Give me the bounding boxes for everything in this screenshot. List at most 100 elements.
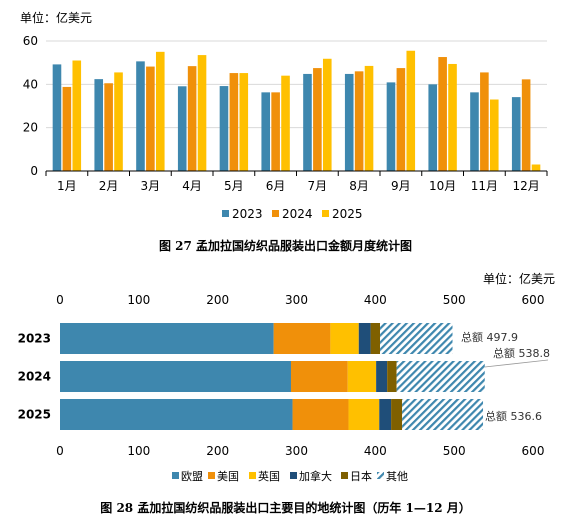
total-label: 总额 497.9 [461,330,518,344]
bar-2024-5月 [229,73,239,171]
legend-swatch [322,210,329,217]
x-tick-label: 12月 [512,179,539,193]
segment-日本-2025 [391,399,403,430]
bar-2025-12月 [531,164,541,171]
x-tick-label: 5月 [224,179,244,193]
bar-2024-2月 [104,83,113,171]
segment-英国-2025 [348,399,380,430]
legend-label: 2023 [232,207,263,221]
bar-2023-4月 [177,86,187,171]
legend-label: 美国 [217,470,239,483]
legend-label: 2024 [282,207,313,221]
segment-加拿大-2025 [379,399,392,430]
x-tick-label: 9月 [391,179,411,193]
total-label: 总额 538.8 [493,346,550,360]
chart2-unit-label: 单位：亿美元 [483,271,555,286]
y-tick-label: 40 [23,77,38,91]
chart1-bars [52,50,541,172]
bar-2023-1月 [52,64,62,171]
x-tick-label: 8月 [349,179,369,193]
legend-swatch [222,210,229,217]
bar-2025-4月 [197,55,207,172]
chart1-gridlines [46,40,547,129]
leader-line [484,359,549,368]
segment-美国-2023 [273,323,331,354]
chart1-y-axis: 0 20 40 60 [23,34,38,178]
segment-美国-2024 [290,361,348,392]
x-tick-label: 600 [522,444,545,458]
x-tick-label: 300 [285,444,308,458]
legend-swatch [172,472,179,479]
x-tick-label: 10月 [429,179,456,193]
bar-2023-8月 [344,73,354,171]
bar-2025-1月 [72,60,82,171]
bar-2025-7月 [322,58,332,172]
bar-2023-7月 [303,73,312,171]
segment-美国-2025 [292,399,349,430]
x-tick-label: 500 [443,444,466,458]
x-tick-label: 300 [285,293,308,307]
bar-2024-12月 [521,79,531,171]
bar-2023-3月 [136,61,145,171]
destination-export-chart: 单位：亿美元 0 100 200 300 400 500 600 0 100 200 300 400… [18,271,555,483]
bar-2025-6月 [281,75,290,171]
legend-swatch [290,472,297,479]
segment-英国-2023 [330,323,359,354]
x-tick-label: 0 [56,293,64,307]
x-tick-label: 600 [522,293,545,307]
bar-2025-10月 [448,63,457,171]
legend-label: 其他 [386,470,408,483]
segment-欧盟-2024 [60,361,291,392]
bar-2025-3月 [155,51,165,172]
bar-2023-5月 [219,86,229,171]
bar-2023-11月 [470,92,479,171]
bar-2024-11月 [480,72,489,171]
bar-2024-1月 [62,86,72,171]
legend-label: 加拿大 [299,469,332,483]
y-tick-label: 60 [23,34,38,48]
chart1-unit-label: 单位：亿美元 [20,10,92,25]
segment-其他-2023 [380,323,453,354]
x-tick-label: 100 [127,444,150,458]
bar-2025-9月 [406,50,416,171]
x-tick-label: 11月 [471,179,498,193]
x-tick-label: 1月 [57,179,77,193]
segment-其他-2024 [396,361,485,392]
legend-swatch [377,472,384,479]
category-label: 2023 [18,332,51,346]
legend-swatch [341,472,348,479]
bar-2024-4月 [187,66,197,171]
legend-swatch [272,210,279,217]
chart2-caption: 图 28 孟加拉国纺织品服装出口主要目的地统计图（历年 1—12 月） [100,501,471,515]
segment-加拿大-2023 [358,323,371,354]
chart2-y-axis: 2023 2024 2025 [18,332,51,422]
segment-日本-2024 [387,361,397,392]
chart1-caption: 图 27 孟加拉国纺织品服装出口金额月度统计图 [158,239,413,253]
legend-label: 日本 [350,469,372,483]
category-label: 2024 [18,370,51,384]
bar-2024-6月 [271,92,280,171]
segment-日本-2023 [370,323,381,354]
bar-2023-12月 [511,97,521,171]
legend-label: 2025 [332,207,363,221]
bar-2025-5月 [239,73,249,171]
chart2-bars [60,323,485,430]
bar-2024-9月 [396,68,406,171]
bar-2024-8月 [354,71,364,171]
x-tick-label: 3月 [141,179,161,193]
x-tick-label: 400 [364,293,387,307]
bar-2025-11月 [489,99,499,171]
segment-其他-2025 [402,399,484,430]
chart2-bottom-x-axis: 0 100 200 300 400 500 600 [56,444,544,458]
segment-欧盟-2025 [60,399,293,430]
bar-2023-10月 [428,84,438,171]
x-tick-label: 200 [206,444,229,458]
total-label: 总额 536.6 [485,409,542,423]
segment-欧盟-2023 [60,323,274,354]
chart1-legend: 2023 2024 2025 [222,207,363,221]
legend-swatch [208,472,215,479]
bar-2023-2月 [94,79,104,171]
y-tick-label: 0 [30,164,38,178]
